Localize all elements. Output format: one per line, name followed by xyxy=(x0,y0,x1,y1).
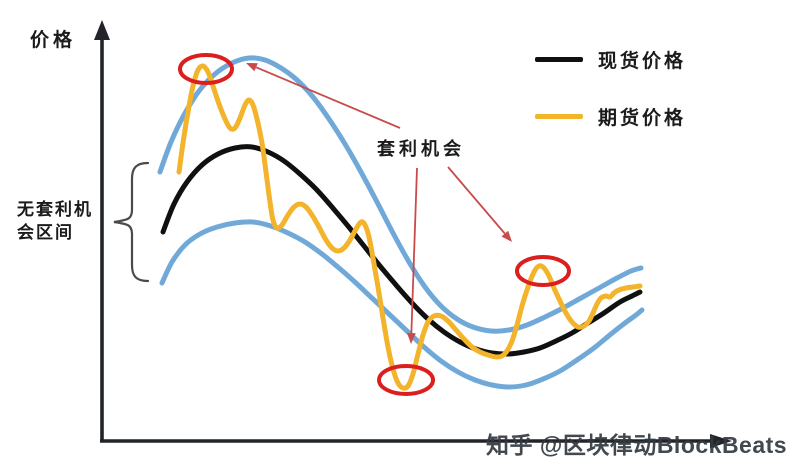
zhihu-watermark: 知乎 @区块律动BlockBeats xyxy=(486,432,788,458)
arbitrage-arrowhead-icon xyxy=(501,230,512,242)
arbitrage-arrow xyxy=(255,66,401,129)
arbitrage-circle xyxy=(515,255,571,287)
arbitrage-arrow xyxy=(410,167,418,334)
arbitrage-arrowhead-icon xyxy=(407,332,416,344)
spot-line-swatch xyxy=(535,57,583,62)
legend-label-spot: 现货价格 xyxy=(598,51,687,72)
no-arbitrage-zone-label-line1: 无套利机 xyxy=(17,200,93,219)
arbitrage-opportunity-label: 套利机会 xyxy=(377,139,465,159)
x-axis-arrowhead-icon xyxy=(710,434,732,448)
arbitrage-circle xyxy=(377,364,435,396)
arbitrage-arrowhead-icon xyxy=(246,63,258,72)
arbitrage-arrow xyxy=(447,166,506,235)
y-axis-label: 价格 xyxy=(30,30,77,51)
spot-price-curve xyxy=(160,144,643,357)
futures-price-curve xyxy=(176,63,643,391)
curly-brace-icon xyxy=(113,161,150,283)
futures-line-swatch xyxy=(535,114,583,119)
y-axis-arrowhead-icon xyxy=(94,20,110,40)
no-arbitrage-zone-label: 无套利机 会区间 xyxy=(17,198,93,244)
band-lower-curve xyxy=(159,219,645,390)
legend-item-futures: 期货价格 xyxy=(535,101,755,131)
legend-label-futures: 期货价格 xyxy=(598,108,687,129)
arbitrage-circle xyxy=(178,53,234,85)
legend: 现货价格 期货价格 xyxy=(535,44,755,158)
no-arbitrage-zone-label-line2: 会区间 xyxy=(17,223,74,242)
legend-item-spot: 现货价格 xyxy=(535,44,755,74)
